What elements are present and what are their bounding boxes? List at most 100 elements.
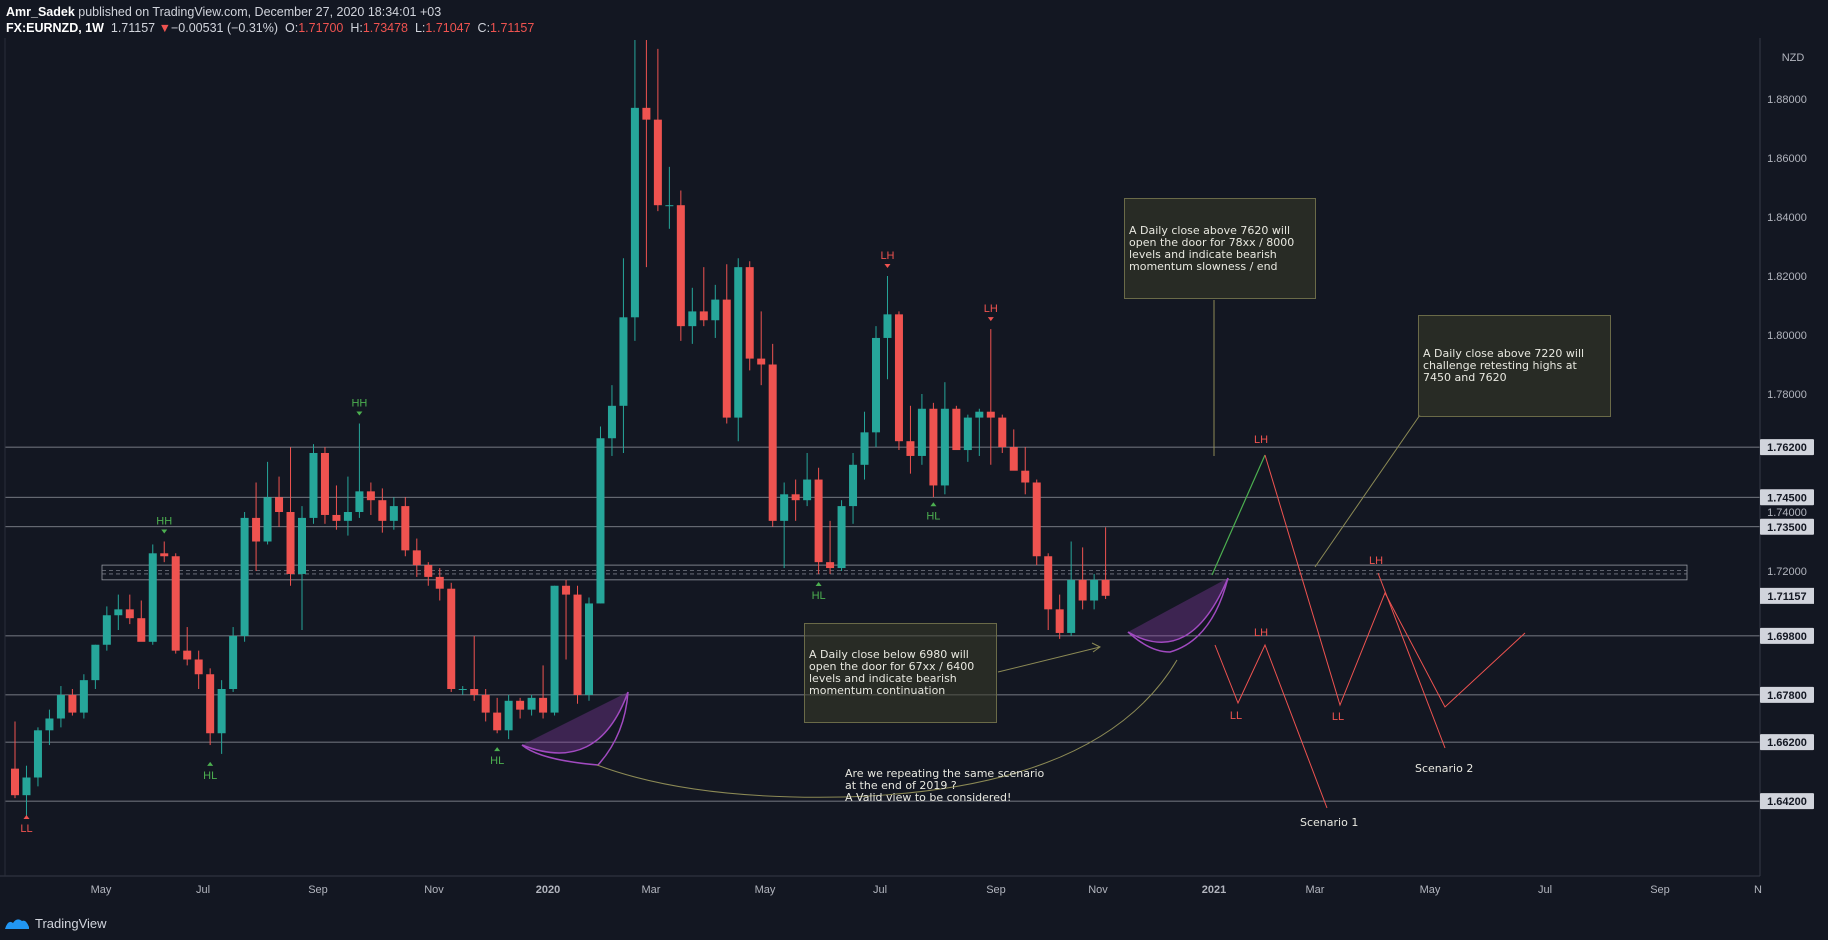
candle [573,585,582,704]
annotation-note-4[interactable]: Are we repeating the same scenario at th… [845,767,1045,804]
scenario1-label: Scenario 1 [1300,816,1359,829]
candle-body [814,479,823,563]
swing-label: LL [20,823,32,835]
candle [275,476,284,527]
candle [424,562,433,586]
author-name[interactable]: Amr_Sadek [6,5,75,19]
candle-body [803,479,812,501]
candle-body [137,618,146,642]
candle [1032,479,1041,566]
candle [217,680,226,754]
candle-body [642,107,651,120]
candle [389,497,398,530]
low-label: L: [414,21,426,35]
candle [607,385,616,456]
arc-2019 [521,691,629,754]
drawings [521,300,1526,809]
candle-body [872,337,880,433]
time-tick-label: Sep [986,884,1006,896]
candle [722,264,731,424]
candle [676,190,685,341]
annotation-note-1[interactable]: A Daily close above 7620 will open the d… [1124,198,1316,299]
candle-body [252,517,261,542]
candle-body [986,411,995,418]
candle [906,405,915,474]
candle-body [998,417,1007,448]
candle [952,405,961,451]
price-tick-label: 1.86000 [1767,153,1807,165]
time-tick-label: Mar [642,884,661,896]
candle-body [929,408,938,486]
candle-body [963,417,972,451]
candle-body [573,594,582,695]
down-arrow-icon: ▼ [158,21,171,35]
price-axis[interactable] [1760,38,1828,910]
projection-label: LH [1369,555,1383,567]
candle [1078,547,1087,610]
annotation-note-3[interactable]: A Daily close below 6980 will open the d… [804,623,997,723]
open-value: 1.71700 [298,21,344,35]
candle [516,697,525,719]
annotation-note-2[interactable]: A Daily close above 7220 will challenge … [1418,315,1611,417]
candle [837,500,846,571]
candle-body [458,689,467,690]
candle [412,538,421,577]
price-tick-label: 1.88000 [1767,94,1807,106]
level-tag-label: 1.69800 [1767,631,1807,643]
price-chart[interactable]: LL HH HL HH HL HL LH HL LH LH LH LH LL LL 1.76200 1.74… [0,0,1828,910]
candle-body [91,644,100,681]
swing-label: HL [203,770,217,782]
candle-body [171,556,180,651]
candle [998,414,1007,453]
candle [68,689,77,716]
candle-body [860,432,869,465]
time-tick-label: Nov [424,884,444,896]
candle-body [1044,556,1053,610]
candle-body [148,553,157,642]
pointer-note3-head [1091,642,1101,653]
candle-body [286,512,295,574]
pointer-note4b [842,659,1178,798]
time-axis-labels[interactable]: May Jul Sep Nov 2020 Mar May Jul Sep Nov 2021 Mar Ma… [91,884,1762,896]
time-tick-label: Jul [196,884,210,896]
candle-body [114,609,123,616]
swing-label: LH [984,303,998,315]
candle-body [33,730,42,778]
publish-line: Amr_Sadek published on TradingView.com, … [6,4,534,20]
projection-label: LH [1254,627,1268,639]
candle [183,627,192,666]
current-price-tag [1760,587,1814,604]
candle-body [481,694,490,713]
symbol-label[interactable]: FX:EURNZD, 1W [6,21,104,35]
level-tag [1760,518,1814,535]
time-tick-label: Mar [1306,884,1325,896]
candle [630,40,639,341]
level-tag-label: 1.74500 [1767,492,1807,504]
price-tick-label: 1.78000 [1767,389,1807,401]
candle [780,482,789,569]
pointer-note4a [596,764,844,798]
pointer-note2 [1314,414,1421,568]
candle [734,258,743,442]
candle-body [1078,579,1087,601]
candle [826,520,835,574]
low-value: 1.71047 [425,21,471,35]
publish-info: published on TradingView.com, December 2… [78,5,442,19]
close-label: C: [477,21,491,35]
swing-label: LH [880,250,894,262]
candle-body [653,119,662,206]
candle [527,694,536,716]
candle-body [745,267,754,359]
candle [585,597,593,701]
candle-body [275,497,284,512]
candle [642,40,651,268]
tradingview-footer[interactable]: TradingView [4,912,107,934]
candle-body [424,565,433,577]
candle-body [298,517,306,574]
candle-body [619,317,628,406]
candle-body [940,408,949,486]
candle-body [160,553,169,557]
swing-marker-down [884,264,891,268]
high-label: H: [350,21,363,35]
candle-body [917,408,926,456]
